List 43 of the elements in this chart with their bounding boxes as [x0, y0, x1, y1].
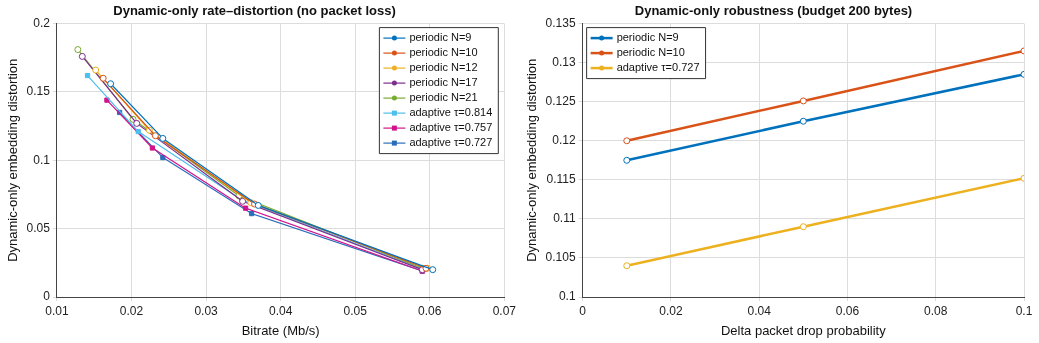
legend-label: periodic N=10: [616, 46, 685, 59]
y-tick-label: 0.13: [552, 54, 576, 69]
x-axis-title: Delta packet drop probability: [720, 322, 887, 338]
y-tick-label: 0.11: [553, 211, 576, 226]
x-tick-label: 0: [579, 303, 587, 318]
y-axis-title: Dynamic-only embedding distortion: [5, 58, 21, 262]
x-tick-label: 0.01: [45, 303, 69, 318]
x-tick-label: 0.02: [659, 303, 683, 318]
x-tick-label: 0.06: [835, 303, 860, 318]
x-tick-label: 0.07: [492, 303, 517, 318]
y-tick-label: 0.2: [33, 15, 51, 30]
legend-label: periodic N=12: [409, 61, 478, 74]
y-axis-title: Dynamic-only embedding distortion: [524, 58, 540, 262]
y-tick-label: 0.1: [558, 289, 576, 304]
x-axis-title: Bitrate (Mb/s): [241, 322, 320, 338]
y-tick-label: 0.105: [545, 250, 576, 265]
y-tick-label: 0.135: [545, 15, 576, 30]
y-tick-label: 0.115: [546, 172, 576, 187]
legend-label: adaptive τ=0.757: [409, 121, 493, 134]
x-tick-label: 0.1: [1015, 303, 1033, 318]
x-tick-label: 0.04: [747, 303, 772, 318]
legend-label: adaptive τ=0.814: [409, 106, 493, 119]
y-tick-label: 0.15: [26, 84, 51, 99]
y-tick-label: 0: [43, 289, 51, 304]
legend-label: periodic N=9: [409, 31, 472, 44]
x-tick-label: 0.05: [343, 303, 368, 318]
y-tick-label: 0.1: [33, 152, 51, 167]
legend-label: adaptive τ=0.727: [409, 136, 493, 149]
legend-label: adaptive τ=0.727: [616, 61, 700, 74]
legend-label: periodic N=9: [616, 31, 679, 44]
chart-title: Dynamic-only rate–distortion (no packet loss): [113, 3, 396, 19]
x-tick-label: 0.08: [924, 303, 948, 318]
chart-title: Dynamic-only robustness (budget 200 bytes): [634, 3, 913, 19]
x-tick-label: 0.02: [119, 303, 144, 318]
legend-label: periodic N=21: [409, 91, 478, 104]
x-tick-label: 0.03: [194, 303, 219, 318]
legend-label: periodic N=10: [409, 46, 478, 59]
x-tick-label: 0.06: [418, 303, 442, 318]
y-tick-label: 0.12: [552, 133, 576, 148]
x-tick-label: 0.04: [268, 303, 293, 318]
y-tick-label: 0.05: [26, 220, 51, 235]
y-tick-label: 0.125: [545, 94, 576, 109]
legend-label: periodic N=17: [409, 76, 478, 89]
